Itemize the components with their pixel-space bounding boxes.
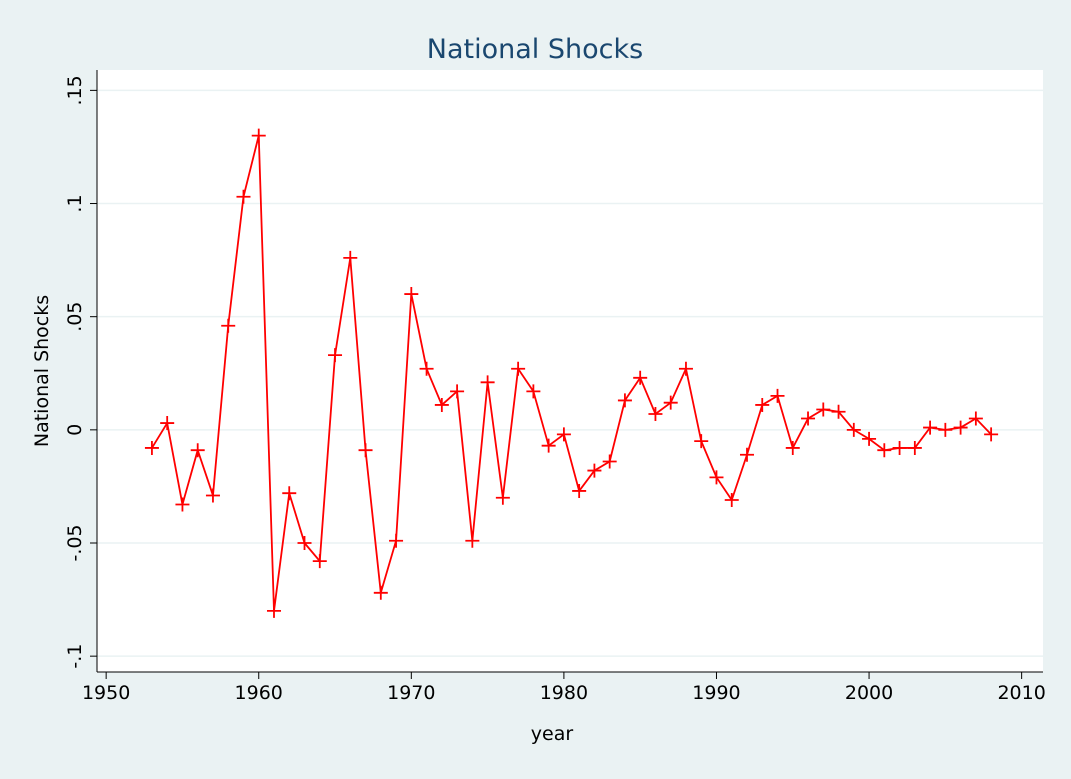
y-tick-label: -.05 xyxy=(64,524,86,561)
marker xyxy=(648,407,663,421)
marker xyxy=(770,388,785,403)
marker xyxy=(328,348,343,363)
marker xyxy=(663,395,678,410)
marker xyxy=(831,404,846,419)
marker xyxy=(511,361,526,376)
marker xyxy=(373,585,388,600)
marker xyxy=(816,402,831,417)
marker xyxy=(801,411,816,426)
plot-area xyxy=(97,70,1043,672)
marker xyxy=(358,443,373,458)
marker xyxy=(938,422,953,437)
marker xyxy=(739,447,754,462)
marker xyxy=(144,440,159,455)
marker xyxy=(541,438,556,453)
y-tick-label: -.1 xyxy=(64,644,86,669)
marker xyxy=(617,393,632,408)
marker xyxy=(251,128,266,143)
x-tick-label: 1960 xyxy=(235,682,283,704)
marker xyxy=(862,431,877,446)
marker xyxy=(572,483,587,498)
x-axis-label: year xyxy=(531,723,574,745)
marker xyxy=(312,554,327,569)
chart-title: National Shocks xyxy=(427,34,643,65)
marker xyxy=(907,440,922,455)
marker xyxy=(404,287,419,302)
marker xyxy=(465,533,480,548)
marker xyxy=(190,443,205,458)
marker xyxy=(266,603,281,618)
marker xyxy=(343,250,358,265)
marker xyxy=(434,397,449,412)
y-tick-label: .05 xyxy=(64,302,86,332)
marker xyxy=(785,440,800,455)
marker xyxy=(709,470,724,485)
x-tick-label: 1980 xyxy=(540,682,588,704)
marker xyxy=(160,416,175,431)
marker xyxy=(633,370,648,385)
marker xyxy=(984,427,999,442)
marker xyxy=(419,361,434,376)
marker xyxy=(236,189,251,204)
series-line xyxy=(151,135,992,612)
marker xyxy=(480,375,495,390)
marker xyxy=(297,536,312,550)
marker xyxy=(205,488,220,503)
marker xyxy=(968,411,983,426)
x-tick-label: 1950 xyxy=(82,682,130,704)
y-tick-label: .15 xyxy=(64,75,86,105)
marker xyxy=(602,454,617,469)
marker xyxy=(556,427,571,442)
marker xyxy=(221,318,236,333)
marker xyxy=(724,493,739,507)
marker xyxy=(495,490,510,505)
marker xyxy=(526,384,541,399)
marker xyxy=(892,440,907,455)
marker xyxy=(389,533,404,548)
x-tick-label: 1990 xyxy=(692,682,740,704)
marker xyxy=(694,434,709,449)
marker xyxy=(678,361,693,376)
y-axis-label: National Shocks xyxy=(31,295,53,447)
marker xyxy=(923,420,938,435)
marker xyxy=(450,384,465,399)
marker xyxy=(755,397,770,412)
marker xyxy=(175,497,190,512)
marker xyxy=(953,420,968,435)
x-tick-label: 2010 xyxy=(997,682,1045,704)
x-tick-label: 2000 xyxy=(845,682,893,704)
marker xyxy=(587,463,602,478)
marker xyxy=(282,486,297,501)
x-tick-label: 1970 xyxy=(387,682,435,704)
y-tick-label: .1 xyxy=(64,194,86,212)
y-tick-label: 0 xyxy=(64,424,86,436)
marker xyxy=(846,422,861,437)
marker xyxy=(877,443,892,458)
